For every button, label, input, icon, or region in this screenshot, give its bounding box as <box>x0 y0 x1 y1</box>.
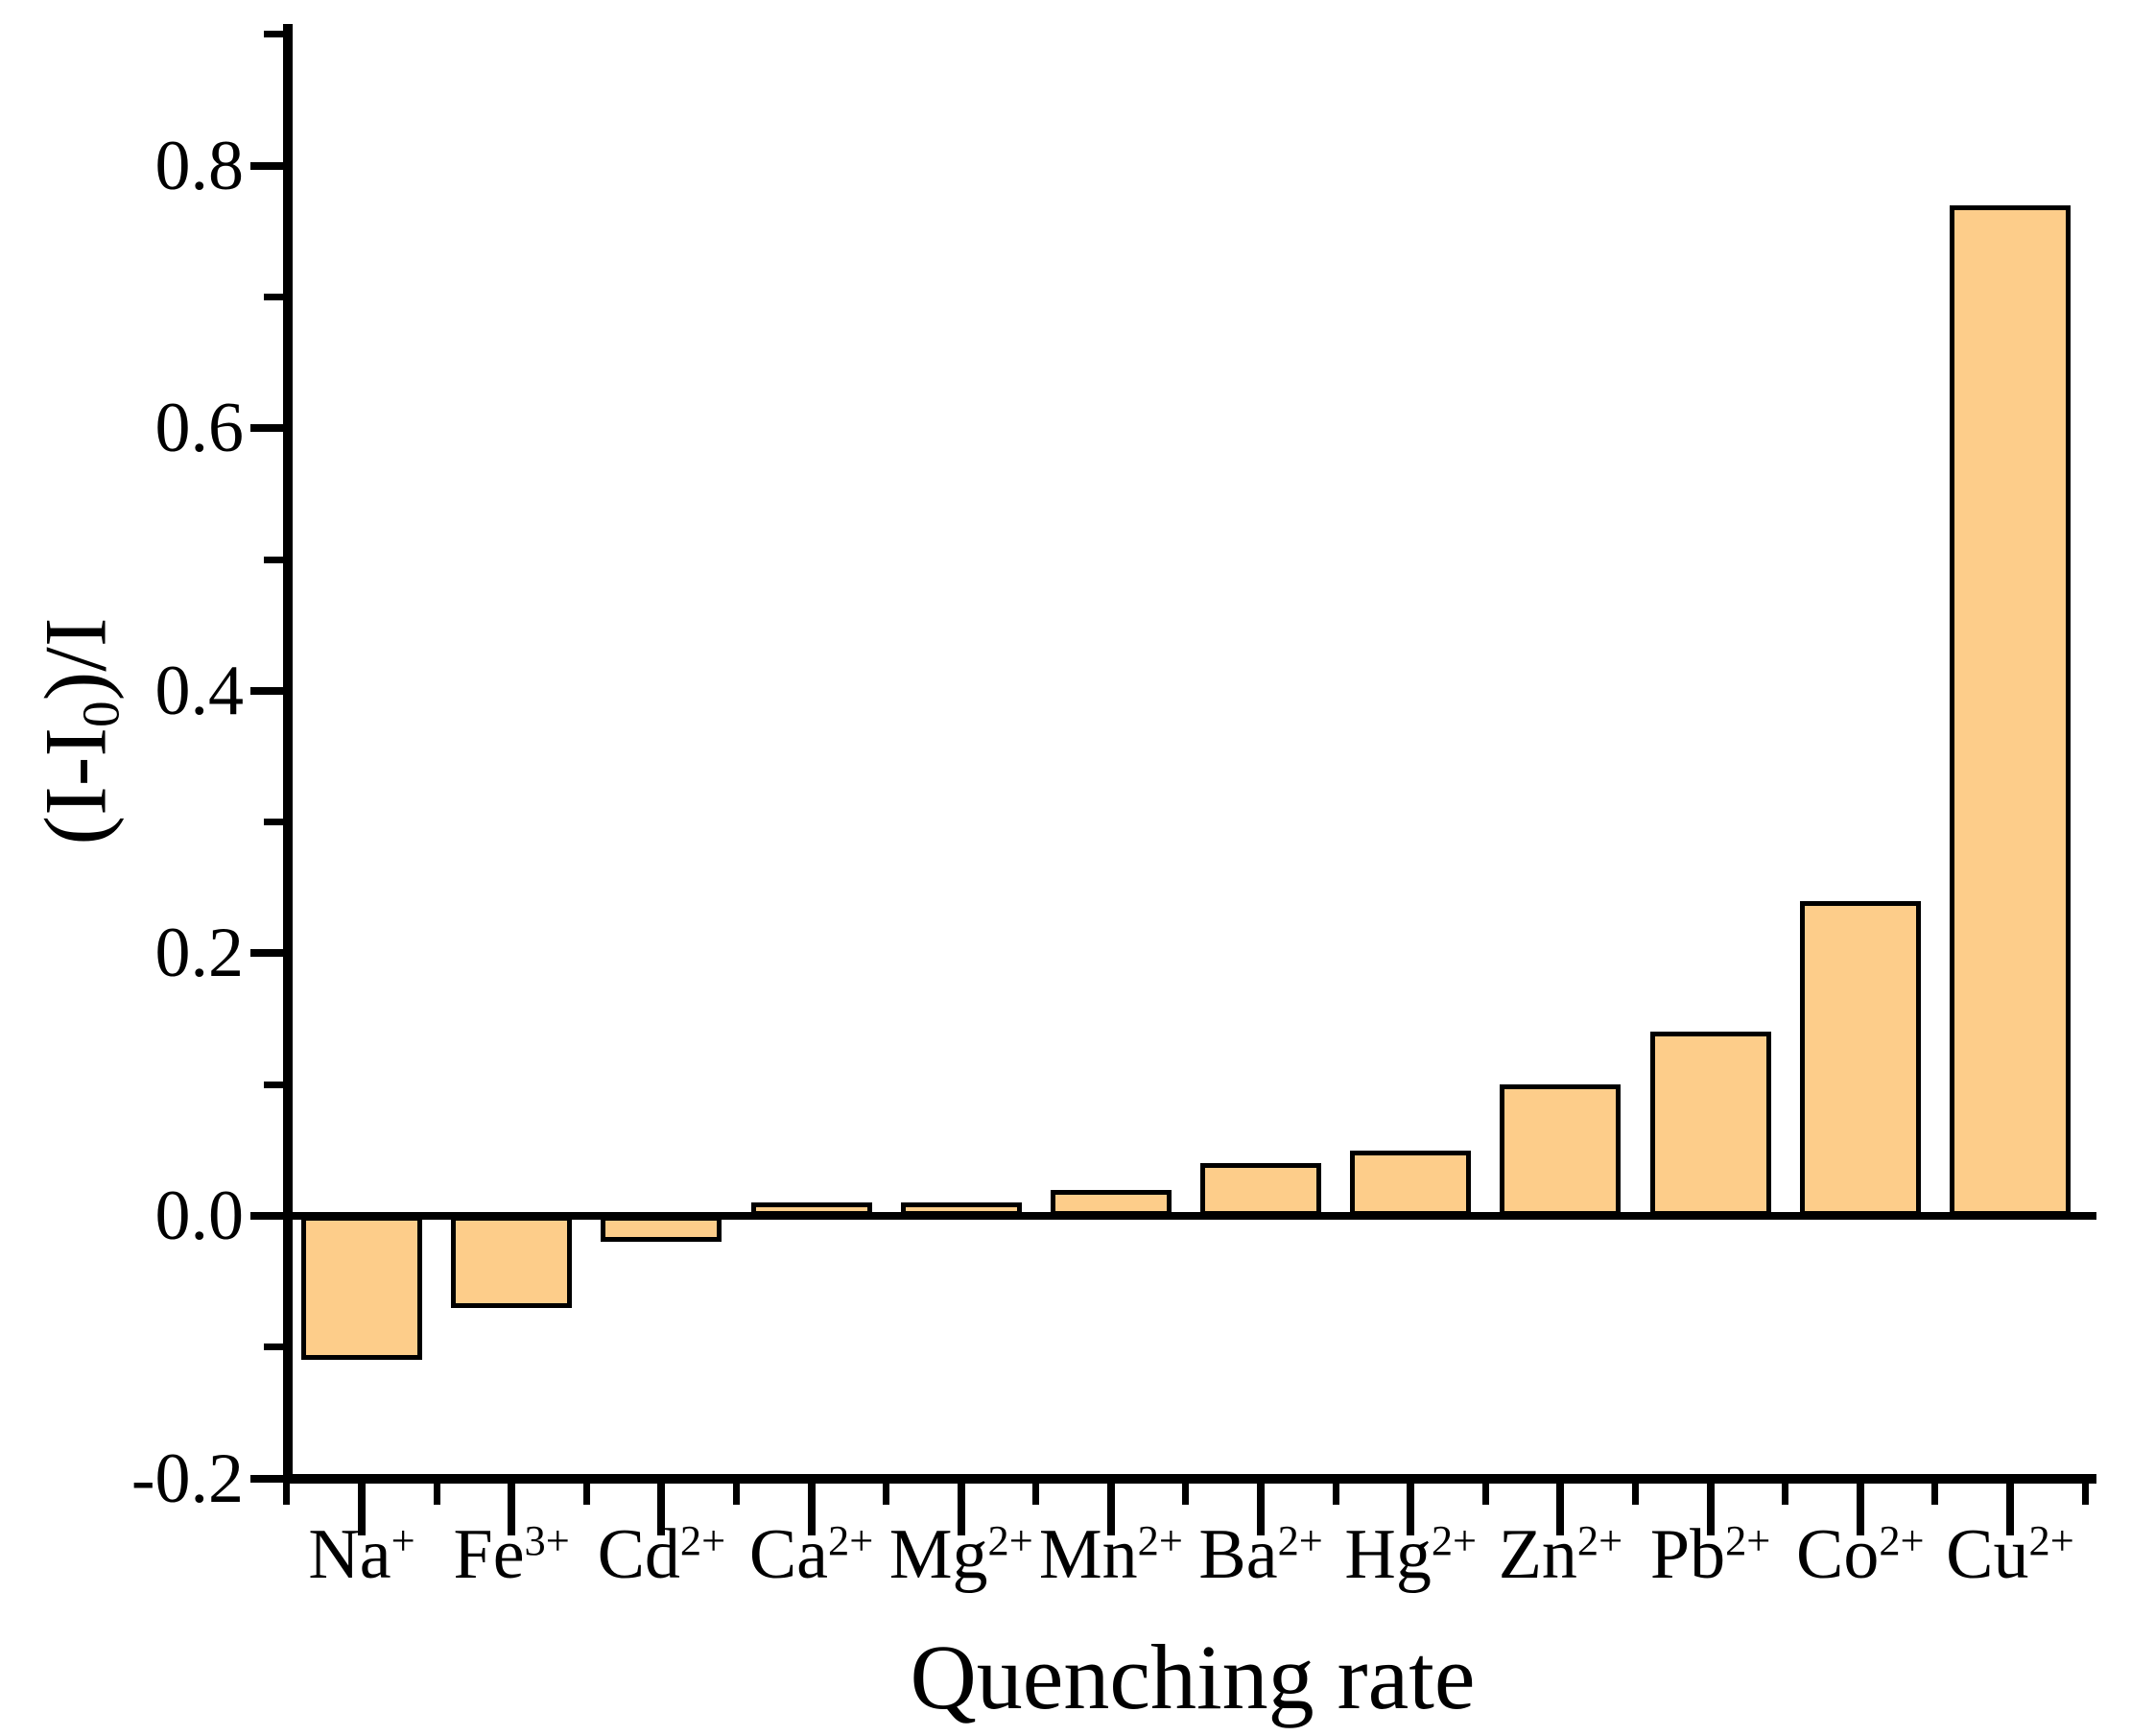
ion-charge: 2+ <box>679 1515 726 1564</box>
bar-zn <box>1500 1084 1622 1216</box>
x-tick-label-mg: Mg2+ <box>889 1515 1033 1599</box>
x-minor-tick <box>883 1484 890 1505</box>
y-tick-label: 0.2 <box>154 914 245 993</box>
ion-charge: 2+ <box>1137 1515 1183 1564</box>
ion-charge: 2+ <box>2028 1515 2074 1564</box>
x-major-tick <box>1556 1484 1565 1535</box>
x-minor-tick <box>582 1484 590 1505</box>
ion-symbol: Hg <box>1344 1515 1432 1594</box>
bar-ba <box>1200 1163 1322 1216</box>
ion-symbol: Zn <box>1498 1515 1577 1594</box>
ion-charge: 2+ <box>987 1515 1033 1564</box>
x-major-tick <box>1856 1484 1864 1535</box>
bar-pb <box>1649 1032 1771 1216</box>
ion-charge: 2+ <box>1725 1515 1771 1564</box>
x-minor-tick <box>1632 1484 1640 1505</box>
y-axis-title: (I-I0)/I <box>27 618 132 845</box>
ion-charge: 2+ <box>828 1515 874 1564</box>
y-minor-tick <box>264 1344 283 1351</box>
x-axis-title: Quenching rate <box>910 1626 1476 1728</box>
y-tick-label: 0.6 <box>154 389 245 468</box>
y-minor-tick <box>264 293 283 300</box>
x-major-tick <box>957 1484 965 1535</box>
y-minor-tick <box>264 819 283 826</box>
y-tick-label: -0.2 <box>130 1439 244 1518</box>
y-tick-label: 0.4 <box>154 651 245 730</box>
x-major-tick <box>508 1484 516 1535</box>
x-tick-label-na: Na+ <box>308 1515 415 1599</box>
x-major-tick <box>1407 1484 1415 1535</box>
x-minor-tick <box>1182 1484 1190 1505</box>
x-axis-line <box>282 1474 2096 1484</box>
y-minor-tick <box>264 31 283 38</box>
x-minor-tick <box>1931 1484 1939 1505</box>
ion-symbol: Na <box>308 1515 391 1594</box>
y-title-post: )/I <box>26 617 125 702</box>
x-tick-label-cu: Cu2+ <box>1946 1515 2074 1599</box>
x-tick-label-ba: Ba2+ <box>1198 1515 1323 1599</box>
y-major-tick <box>250 161 283 170</box>
ion-symbol: Co <box>1796 1515 1880 1594</box>
x-tick-label-ca: Ca2+ <box>749 1515 874 1599</box>
x-minor-tick <box>2081 1484 2089 1505</box>
bar-cd <box>601 1216 722 1243</box>
ion-charge: 2+ <box>1431 1515 1478 1564</box>
zero-baseline <box>288 1212 2096 1220</box>
x-minor-tick <box>1032 1484 1040 1505</box>
y-title-sub: 0 <box>71 701 130 727</box>
y-major-tick <box>250 949 283 958</box>
y-axis-line <box>282 24 293 1484</box>
y-title-pre: (I-I <box>26 726 125 845</box>
y-tick-label: 0.8 <box>154 126 245 205</box>
ion-charge: 2+ <box>1879 1515 1925 1564</box>
x-tick-label-hg: Hg2+ <box>1344 1515 1478 1599</box>
x-major-tick <box>1106 1484 1115 1535</box>
x-minor-tick <box>1782 1484 1789 1505</box>
ion-symbol: Cu <box>1946 1515 2029 1594</box>
ion-charge: 2+ <box>1576 1515 1623 1564</box>
x-minor-tick <box>732 1484 740 1505</box>
x-tick-label-zn: Zn2+ <box>1499 1515 1623 1599</box>
x-tick-label-pb: Pb2+ <box>1650 1515 1771 1599</box>
ion-charge: + <box>391 1515 415 1564</box>
x-tick-label-mn: Mn2+ <box>1039 1515 1183 1599</box>
y-major-tick <box>250 424 283 433</box>
bar-cu <box>1949 204 2071 1216</box>
x-minor-tick <box>283 1484 291 1505</box>
ion-symbol: Cd <box>597 1515 680 1594</box>
ion-symbol: Fe <box>453 1515 525 1594</box>
y-minor-tick <box>264 1081 283 1088</box>
ion-symbol: Ca <box>748 1515 829 1594</box>
bar-co <box>1799 900 1921 1216</box>
x-major-tick <box>1257 1484 1266 1535</box>
ion-symbol: Mg <box>888 1515 988 1594</box>
x-tick-label-cd: Cd2+ <box>598 1515 726 1599</box>
y-minor-tick <box>264 556 283 563</box>
x-minor-tick <box>1332 1484 1339 1505</box>
x-major-tick <box>358 1484 366 1535</box>
x-tick-label-co: Co2+ <box>1796 1515 1925 1599</box>
x-major-tick <box>657 1484 666 1535</box>
bar-na <box>301 1216 422 1361</box>
y-tick-label: 0.0 <box>154 1177 245 1255</box>
y-major-tick <box>250 1474 283 1483</box>
x-major-tick <box>1706 1484 1715 1535</box>
x-tick-label-fe: Fe3+ <box>454 1515 570 1599</box>
y-major-tick <box>250 1212 283 1220</box>
x-minor-tick <box>433 1484 440 1505</box>
ion-charge: 2+ <box>1277 1515 1323 1564</box>
y-major-tick <box>250 686 283 695</box>
x-major-tick <box>2005 1484 2014 1535</box>
bar-hg <box>1350 1150 1472 1216</box>
ion-symbol: Mn <box>1038 1515 1138 1594</box>
x-major-tick <box>807 1484 816 1535</box>
ion-symbol: Pb <box>1649 1515 1726 1594</box>
bar-fe <box>451 1216 573 1308</box>
ion-symbol: Ba <box>1198 1515 1278 1594</box>
x-minor-tick <box>1481 1484 1489 1505</box>
ion-charge: 3+ <box>524 1515 570 1564</box>
